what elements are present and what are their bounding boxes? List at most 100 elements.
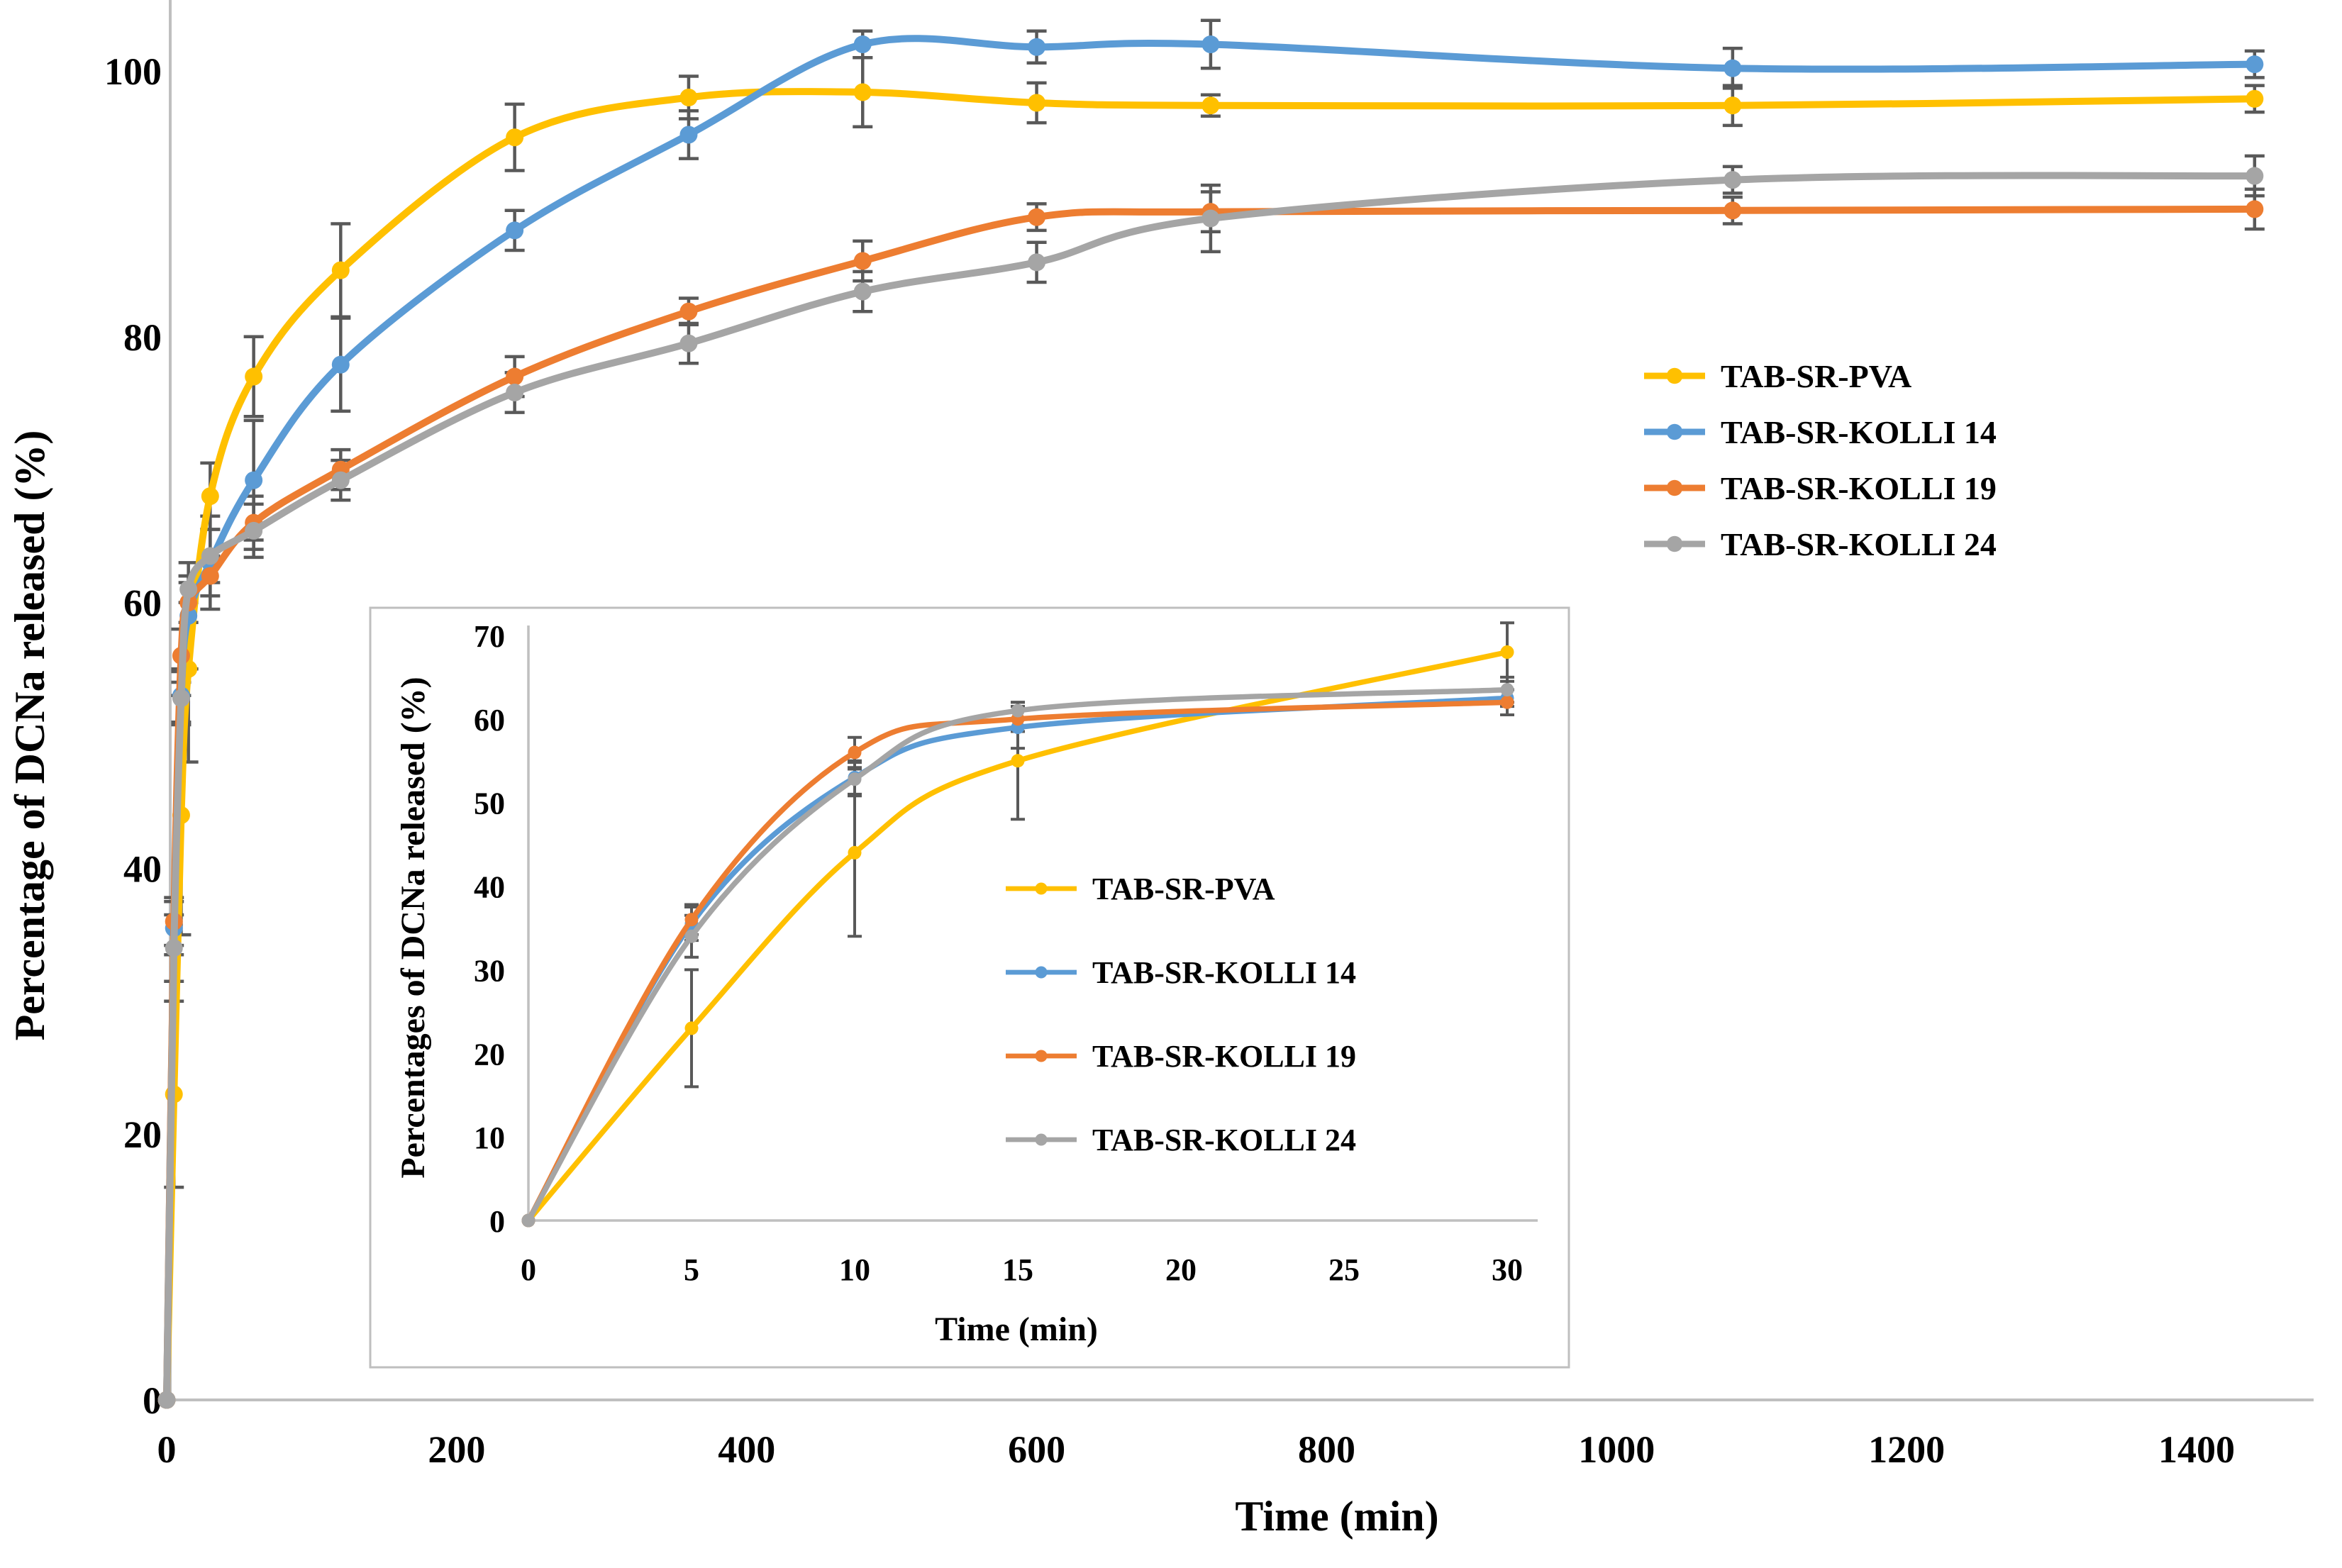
data-point-marker [201, 487, 219, 506]
series-line [526, 649, 1510, 1223]
x-tick-label: 30 [1492, 1252, 1523, 1287]
data-point-marker [853, 35, 872, 54]
y-tick-label: 40 [474, 870, 505, 905]
x-tick-label: 15 [1002, 1252, 1033, 1287]
data-point-marker [1028, 94, 1046, 112]
y-tick-label: 20 [474, 1037, 505, 1072]
legend-label: TAB-SR-KOLLI 14 [1092, 955, 1356, 990]
series-line [163, 172, 2258, 1403]
data-point-marker [506, 367, 524, 386]
x-tick-label: 0 [157, 1428, 177, 1471]
data-point-marker [853, 252, 872, 270]
data-point-marker [245, 367, 263, 386]
data-point-marker [331, 355, 350, 374]
legend-label: TAB-SR-KOLLI 19 [1721, 470, 1997, 506]
data-point-marker [679, 126, 698, 144]
x-tick-label: 25 [1328, 1252, 1360, 1287]
x-tick-label: 600 [1008, 1428, 1065, 1471]
data-point-marker [2246, 55, 2264, 74]
data-point-marker [157, 1391, 176, 1409]
inset-tick-labels: 0 5 10 15 20 25 30 0 10 20 30 40 50 60 70 [474, 619, 1523, 1287]
y-tick-label: 60 [474, 703, 505, 738]
legend-swatch-marker [1666, 479, 1683, 496]
inset-axes [527, 625, 1538, 1222]
x-tick-label: 1400 [2158, 1428, 2235, 1471]
data-point-marker [684, 913, 699, 927]
y-tick-label: 20 [123, 1113, 162, 1156]
legend-swatch-marker [1035, 882, 1048, 895]
data-point-marker [684, 929, 699, 943]
x-tick-label: 1200 [1868, 1428, 1945, 1471]
legend-swatch-marker [1666, 367, 1683, 384]
series-line [526, 686, 1510, 1223]
data-point-marker [1500, 695, 1514, 709]
x-tick-label: 1000 [1578, 1428, 1655, 1471]
data-point-marker [506, 384, 524, 402]
data-point-marker [165, 939, 183, 957]
data-point-marker [853, 282, 872, 301]
data-point-marker [848, 845, 862, 860]
legend-label: TAB-SR-KOLLI 14 [1721, 414, 1997, 450]
data-point-marker [331, 261, 350, 279]
main-series [157, 18, 2265, 1409]
legend-label: TAB-SR-KOLLI 24 [1721, 526, 1997, 562]
data-point-marker [1724, 171, 1742, 189]
data-point-marker [331, 471, 350, 489]
data-point-marker [245, 521, 263, 540]
data-point-marker [245, 471, 263, 489]
x-tick-label: 0 [521, 1252, 536, 1287]
data-point-marker [1201, 96, 1220, 115]
inset-x-axis-title: Time (min) [935, 1311, 1098, 1348]
data-point-marker [853, 83, 872, 101]
x-tick-label: 5 [684, 1252, 699, 1287]
data-point-marker [506, 128, 524, 147]
y-tick-label: 30 [474, 953, 505, 988]
y-tick-label: 60 [123, 582, 162, 625]
inset-series [521, 621, 1514, 1228]
data-point-marker [1724, 59, 1742, 77]
x-tick-label: 400 [718, 1428, 775, 1471]
data-point-marker [679, 334, 698, 352]
main-legend: TAB-SR-PVA TAB-SR-KOLLI 14 TAB-SR-KOLLI 19… [1644, 358, 1997, 562]
data-point-marker [848, 745, 862, 760]
data-point-marker [1028, 253, 1046, 272]
legend-label: TAB-SR-PVA [1092, 872, 1275, 906]
data-point-marker [1011, 754, 1025, 768]
x-tick-label: 10 [839, 1252, 870, 1287]
legend-swatch-marker [1666, 535, 1683, 552]
data-point-marker [1500, 683, 1514, 697]
data-point-marker [848, 772, 862, 786]
data-point-marker [521, 1213, 535, 1228]
data-point-marker [2246, 167, 2264, 185]
legend-label: TAB-SR-KOLLI 19 [1092, 1039, 1356, 1074]
legend-swatch-marker [1035, 966, 1048, 979]
legend-swatch-marker [1666, 423, 1683, 440]
data-point-marker [201, 567, 219, 585]
data-point-marker [1724, 96, 1742, 115]
main-y-axis-title: Percentage of DCNa released (%) [6, 430, 53, 1041]
data-point-marker [679, 88, 698, 106]
data-point-marker [506, 221, 524, 240]
y-tick-label: 100 [104, 50, 162, 93]
data-point-marker [172, 689, 190, 708]
data-point-marker [1028, 38, 1046, 56]
data-point-marker [684, 1021, 699, 1035]
main-x-axis-title: Time (min) [1235, 1493, 1438, 1540]
legend-swatch-marker [1035, 1133, 1048, 1146]
y-tick-label: 80 [123, 316, 162, 359]
data-point-marker [1724, 201, 1742, 220]
x-tick-label: 800 [1298, 1428, 1355, 1471]
data-point-marker [1201, 209, 1220, 228]
y-tick-label: 0 [489, 1204, 505, 1239]
x-tick-label: 20 [1165, 1252, 1197, 1287]
y-tick-label: 10 [474, 1121, 505, 1155]
y-tick-label: 40 [123, 847, 162, 890]
data-point-marker [1500, 645, 1514, 660]
data-point-marker [2246, 89, 2264, 108]
legend-swatch-marker [1035, 1050, 1048, 1062]
data-point-marker [679, 302, 698, 321]
inset-legend: TAB-SR-PVA TAB-SR-KOLLI 14 TAB-SR-KOLLI 19… [1006, 872, 1356, 1157]
